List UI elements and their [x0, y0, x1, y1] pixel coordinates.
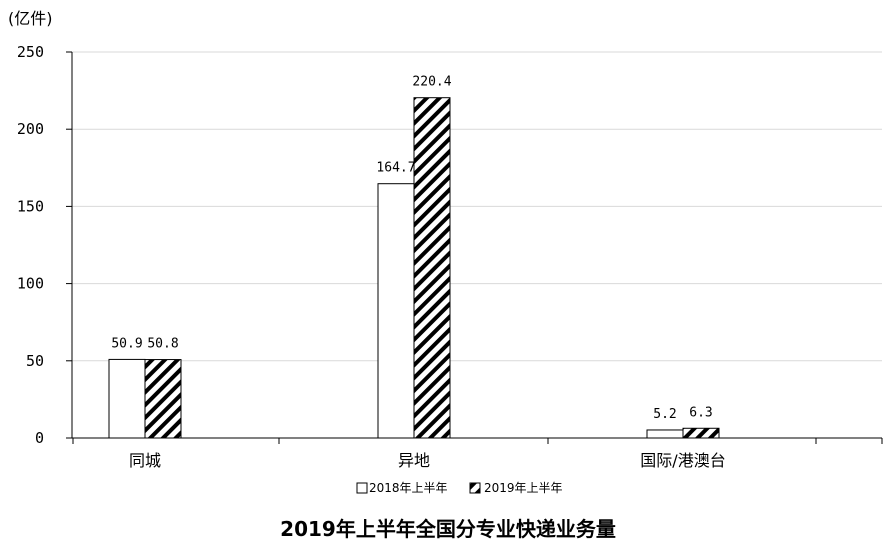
- data-label-2018-0: 50.9: [111, 336, 142, 351]
- bars: [108, 97, 720, 439]
- y-tick-label: 150: [17, 197, 44, 215]
- data-label-2019-0: 50.8: [147, 337, 178, 352]
- legend-swatch-2019: [469, 482, 481, 494]
- y-tick-label: 0: [35, 429, 44, 447]
- y-axis-ticks: 0 50 100 150 200 250: [17, 43, 883, 447]
- y-tick-label: 50: [26, 352, 44, 370]
- bar-2018-2: [646, 429, 684, 439]
- y-tick-label: 200: [17, 120, 44, 138]
- bar-2019-0: [144, 359, 182, 439]
- gridlines: [72, 51, 882, 362]
- x-category-label: 国际/港澳台: [640, 451, 725, 470]
- y-tick-label: 100: [17, 275, 44, 293]
- data-label-2018-1: 164.7: [376, 161, 415, 176]
- bar-2019-2: [682, 427, 720, 439]
- y-axis-unit-label: (亿件): [8, 9, 53, 28]
- chart-title: 2019年上半年全国分专业快递业务量: [280, 517, 616, 541]
- x-axis-categories: 同城 异地 国际/港澳台: [129, 451, 726, 470]
- data-labels: 50.9 164.7 5.2 50.8 220.4 6.3: [111, 75, 712, 422]
- bar-2019-1: [413, 97, 451, 439]
- bar-2018-1: [377, 183, 415, 439]
- legend-label-2018: 2018年上半年: [369, 481, 448, 495]
- legend-swatch-2018: [356, 482, 368, 494]
- bar-2018-0: [108, 358, 146, 439]
- legend: 2018年上半年 2019年上半年: [356, 481, 563, 495]
- data-label-2019-1: 220.4: [412, 75, 451, 90]
- data-label-2018-2: 5.2: [653, 407, 676, 422]
- y-tick-label: 250: [17, 43, 44, 61]
- x-category-label: 同城: [129, 451, 161, 470]
- x-category-label: 异地: [398, 451, 430, 470]
- data-label-2019-2: 6.3: [689, 405, 712, 420]
- legend-label-2019: 2019年上半年: [484, 481, 563, 495]
